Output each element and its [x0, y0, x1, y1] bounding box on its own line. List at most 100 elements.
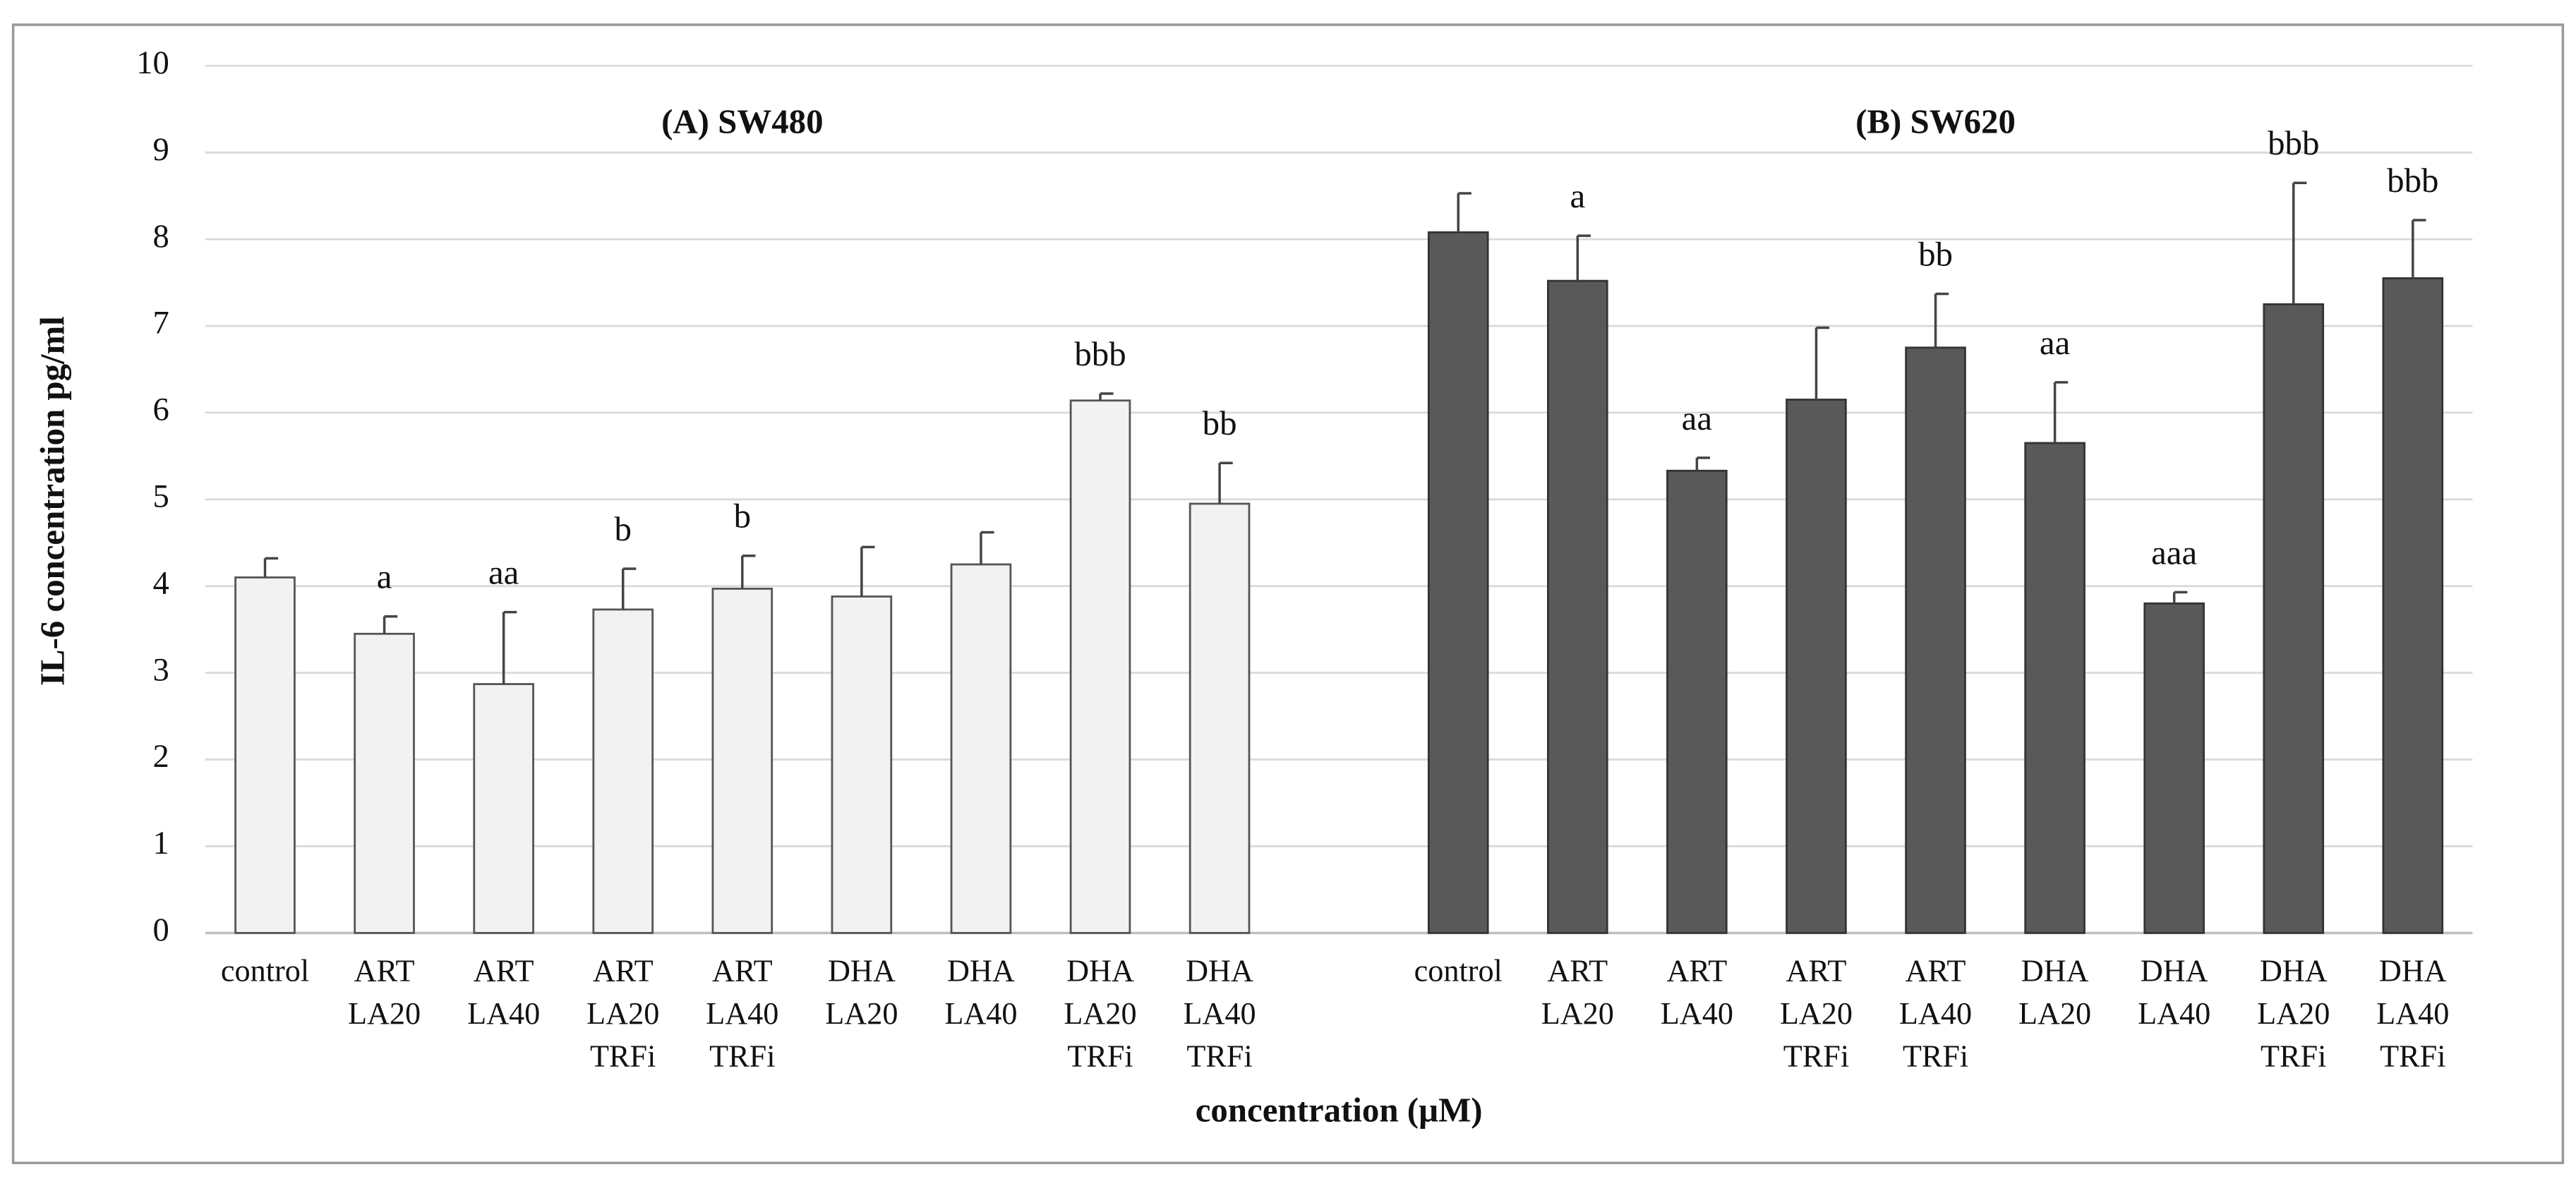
bar — [2143, 602, 2205, 934]
y-tick-label: 1 — [152, 825, 169, 861]
error-bar — [860, 545, 875, 597]
bar — [1666, 469, 1728, 934]
y-tick-label: 9 — [152, 132, 169, 168]
x-tick-label: TRFi — [1067, 1039, 1133, 1074]
significance-label: bb — [1203, 404, 1237, 442]
x-tick-label: TRFi — [709, 1039, 775, 1074]
x-tick-label: control — [1414, 954, 1503, 988]
error-bar — [2412, 219, 2426, 279]
x-axis-label: concentration (µM) — [1196, 1091, 1483, 1130]
error-bar — [2172, 591, 2188, 604]
error-bar — [621, 567, 637, 610]
error-bar — [741, 554, 756, 589]
bar — [592, 608, 654, 934]
error-bar — [1099, 392, 1114, 401]
x-tick-label: DHA — [2379, 954, 2447, 988]
y-tick-label: 0 — [152, 912, 169, 948]
x-tick-label: LA40 — [1661, 996, 1733, 1031]
y-tick-label: 2 — [152, 739, 169, 775]
group-title: (B) SW620 — [1855, 102, 2016, 140]
x-tick-label: LA20 — [1780, 996, 1853, 1031]
x-tick-label: DHA — [947, 954, 1015, 988]
bar — [1188, 502, 1251, 934]
significance-label: bb — [1918, 235, 1953, 274]
bar — [1069, 399, 1131, 934]
bar — [2382, 277, 2444, 934]
x-tick-label: LA20 — [2018, 996, 2091, 1031]
error-bar — [1457, 192, 1471, 233]
significance-label: aaa — [2151, 533, 2197, 571]
error-bar — [2053, 381, 2069, 443]
error-bar — [383, 615, 398, 634]
x-tick-label: LA20 — [348, 996, 421, 1031]
y-tick-label: 5 — [152, 479, 169, 515]
bar — [831, 595, 893, 934]
y-axis-label: IL-6 concentration pg/ml — [32, 316, 71, 686]
error-bar — [1576, 234, 1591, 282]
x-tick-label: LA20 — [1064, 996, 1136, 1031]
x-tick-label: TRFi — [2380, 1039, 2445, 1074]
error-bar — [1814, 326, 1830, 400]
significance-label: bbb — [2387, 161, 2438, 200]
x-tick-label: control — [221, 954, 309, 988]
x-tick-label: LA40 — [1899, 996, 1972, 1031]
error-bar — [263, 557, 279, 578]
x-tick-label: ART — [712, 954, 773, 988]
x-tick-label: TRFi — [1783, 1039, 1849, 1074]
x-tick-label: LA40 — [467, 996, 540, 1031]
error-bar — [2292, 181, 2307, 305]
x-tick-label: LA40 — [1184, 996, 1256, 1031]
bar — [1547, 279, 1608, 934]
bar — [354, 632, 415, 934]
y-tick-label: 4 — [152, 565, 169, 601]
x-tick-label: LA40 — [944, 996, 1017, 1031]
error-bar — [502, 610, 517, 684]
x-tick-label: TRFi — [590, 1039, 656, 1074]
bar — [711, 588, 774, 934]
x-tick-label: TRFi — [1903, 1039, 1968, 1074]
error-bar — [1218, 461, 1233, 504]
significance-label: aa — [1682, 399, 1713, 437]
x-tick-label: LA20 — [586, 996, 659, 1031]
x-tick-label: DHA — [828, 954, 896, 988]
bar — [1905, 346, 1966, 934]
significance-label: b — [734, 497, 751, 535]
y-tick-label: 3 — [152, 652, 169, 688]
bar — [950, 563, 1012, 934]
significance-label: a — [1570, 176, 1585, 215]
x-tick-label: DHA — [2260, 954, 2328, 988]
y-tick-label: 10 — [136, 45, 169, 81]
x-tick-label: ART — [593, 954, 654, 988]
x-tick-label: DHA — [1186, 954, 1253, 988]
significance-label: aa — [2040, 323, 2071, 362]
x-tick-label: TRFi — [2261, 1039, 2326, 1074]
x-tick-label: LA40 — [2138, 996, 2210, 1031]
bar — [1427, 231, 1489, 934]
x-tick-label: ART — [354, 954, 415, 988]
y-tick-label: 8 — [152, 219, 169, 255]
x-tick-label: ART — [1666, 954, 1727, 988]
significance-label: a — [377, 557, 392, 596]
x-tick-label: DHA — [2021, 954, 2089, 988]
y-tick-label: 7 — [152, 305, 169, 341]
x-tick-label: DHA — [2141, 954, 2208, 988]
x-tick-label: LA40 — [706, 996, 778, 1031]
x-tick-label: DHA — [1066, 954, 1134, 988]
error-bar — [980, 531, 994, 564]
x-tick-label: LA20 — [1541, 996, 1614, 1031]
bar — [2024, 442, 2086, 934]
x-tick-label: LA20 — [825, 996, 898, 1031]
error-bar — [1934, 292, 1949, 348]
x-tick-label: TRFi — [1186, 1039, 1252, 1074]
x-tick-label: LA20 — [2257, 996, 2330, 1031]
significance-label: aa — [488, 553, 519, 592]
bar — [1786, 399, 1847, 934]
significance-label: bbb — [1074, 334, 1126, 373]
x-tick-label: ART — [474, 954, 534, 988]
y-tick-label: 6 — [152, 392, 169, 428]
x-tick-label: LA40 — [2376, 996, 2449, 1031]
group-title: (A) SW480 — [661, 102, 823, 140]
frame — [11, 23, 2565, 1164]
